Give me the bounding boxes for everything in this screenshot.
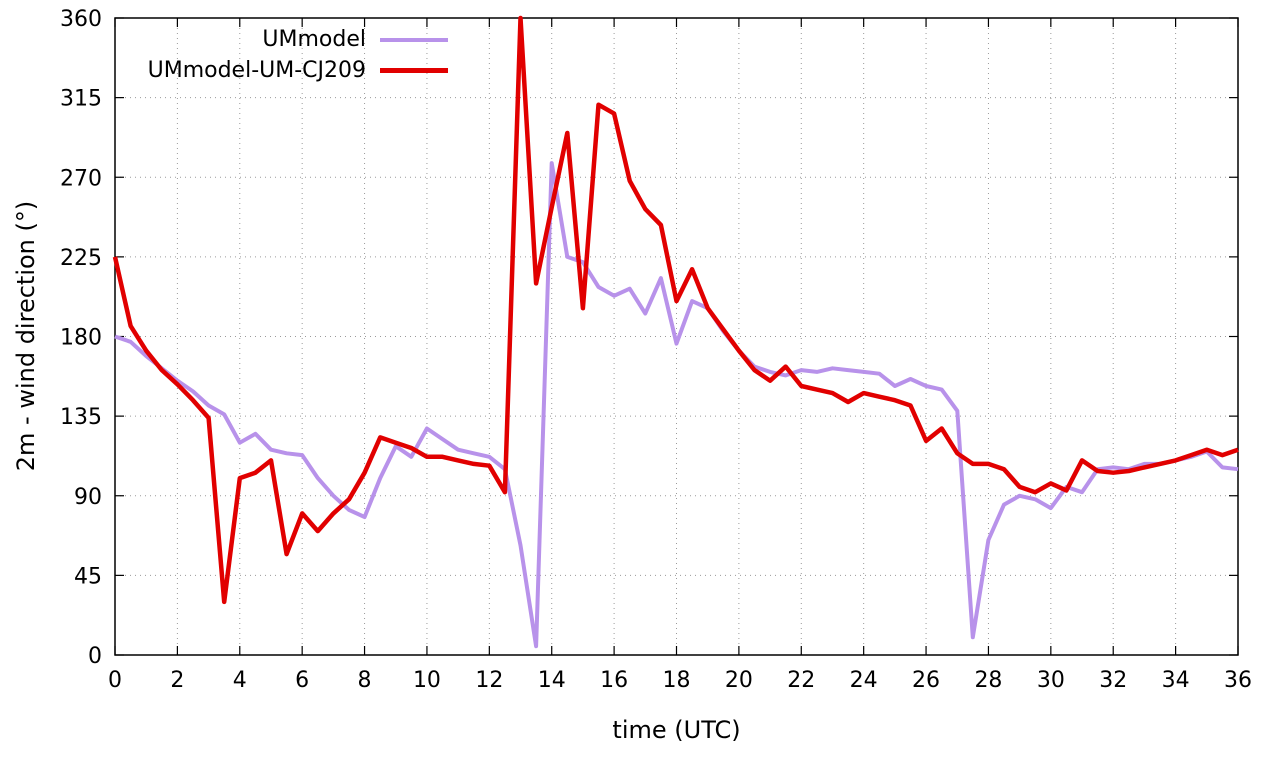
- svg-text:225: 225: [60, 246, 102, 271]
- y-axis-title: 2m - wind direction (°): [12, 200, 40, 472]
- chart-legend: UMmodel UMmodel-UM-CJ209: [118, 24, 448, 86]
- svg-text:30: 30: [1037, 668, 1065, 693]
- svg-text:0: 0: [88, 644, 102, 669]
- svg-text:45: 45: [74, 564, 102, 589]
- svg-text:180: 180: [60, 326, 102, 351]
- x-axis-title: time (UTC): [612, 716, 741, 744]
- svg-text:14: 14: [538, 668, 566, 693]
- svg-text:90: 90: [74, 485, 102, 510]
- legend-label-ummodel: UMmodel: [262, 27, 366, 52]
- svg-text:4: 4: [233, 668, 247, 693]
- svg-text:135: 135: [60, 405, 102, 430]
- svg-text:315: 315: [60, 87, 102, 112]
- svg-text:28: 28: [974, 668, 1002, 693]
- svg-text:18: 18: [663, 668, 691, 693]
- legend-item-ummodel-um-cj209: UMmodel-UM-CJ209: [118, 55, 448, 86]
- svg-text:24: 24: [850, 668, 878, 693]
- legend-line-swatch-ummodel: [380, 37, 448, 42]
- svg-text:36: 36: [1224, 668, 1252, 693]
- svg-text:10: 10: [413, 668, 441, 693]
- svg-text:16: 16: [600, 668, 628, 693]
- svg-text:8: 8: [358, 668, 372, 693]
- svg-text:34: 34: [1162, 668, 1190, 693]
- svg-text:12: 12: [475, 668, 503, 693]
- legend-line-swatch-ummodel-um-cj209: [380, 68, 448, 73]
- svg-text:32: 32: [1099, 668, 1127, 693]
- svg-text:270: 270: [60, 166, 102, 191]
- svg-text:22: 22: [787, 668, 815, 693]
- svg-text:6: 6: [295, 668, 309, 693]
- svg-text:20: 20: [725, 668, 753, 693]
- legend-item-ummodel: UMmodel: [118, 24, 448, 55]
- legend-label-ummodel-um-cj209: UMmodel-UM-CJ209: [147, 58, 366, 83]
- svg-text:26: 26: [912, 668, 940, 693]
- svg-text:2: 2: [170, 668, 184, 693]
- svg-text:360: 360: [60, 7, 102, 32]
- svg-text:0: 0: [108, 668, 122, 693]
